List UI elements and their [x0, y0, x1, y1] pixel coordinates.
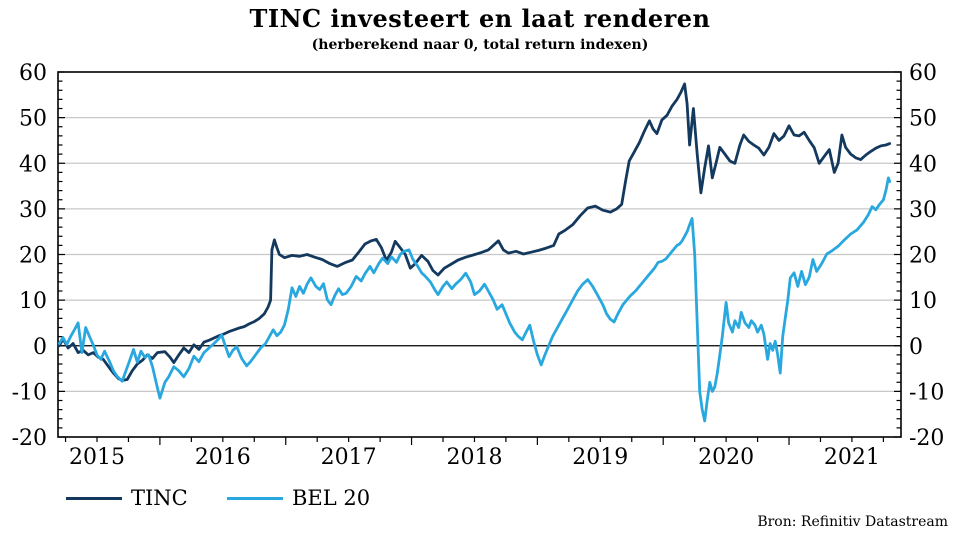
- plot-frame: [57, 71, 902, 438]
- tinc-line-swatch: [66, 496, 122, 500]
- y-axis-label-left: -10: [12, 380, 47, 405]
- x-axis-year-label: 2019: [572, 445, 628, 470]
- chart-title: TINC investeert en laat renderen: [249, 4, 711, 33]
- y-axis-label-right: 50: [909, 107, 937, 132]
- legend-label-bel20: BEL 20: [292, 486, 371, 510]
- y-axis-label-left: -20: [12, 426, 47, 451]
- y-axis-label-left: 50: [19, 107, 47, 132]
- y-axis-label-left: 60: [19, 61, 47, 86]
- bel20-line-swatch: [227, 496, 283, 500]
- x-axis-year-label: 2021: [824, 445, 880, 470]
- source-credit: Bron: Refinitiv Datastream: [757, 514, 948, 530]
- y-axis-label-left: 30: [19, 198, 47, 223]
- y-axis-label-left: 0: [33, 335, 47, 360]
- x-axis-year-label: 2016: [195, 445, 251, 470]
- y-axis-label-left: 20: [19, 244, 47, 269]
- series-tinc: [57, 82, 892, 382]
- y-axis-label-right: 20: [909, 244, 937, 269]
- chart-legend: TINC BEL 20: [0, 486, 960, 510]
- legend-label-tinc: TINC: [131, 486, 188, 510]
- y-axis-label-left: 10: [19, 289, 47, 314]
- y-axis-label-left: 40: [19, 152, 47, 177]
- series-bel-20: [57, 176, 892, 423]
- y-axis-label-right: -10: [909, 380, 944, 405]
- chart-subtitle: (herberekend naar 0, total return indexe…: [311, 37, 649, 53]
- legend-item-tinc: TINC: [66, 486, 188, 510]
- y-axis-label-right: 30: [909, 198, 937, 223]
- x-axis-year-label: 2020: [698, 445, 754, 470]
- y-axis-label-right: 60: [909, 61, 937, 86]
- y-axis-label-right: 40: [909, 152, 937, 177]
- x-axis-year-label: 2018: [446, 445, 502, 470]
- y-axis-label-right: 0: [909, 335, 923, 360]
- legend-item-bel20: BEL 20: [227, 486, 371, 510]
- x-axis-year-label: 2017: [321, 445, 377, 470]
- x-axis-year-label: 2015: [69, 445, 125, 470]
- y-axis-label-right: -20: [909, 426, 944, 451]
- y-axis-label-right: 10: [909, 289, 937, 314]
